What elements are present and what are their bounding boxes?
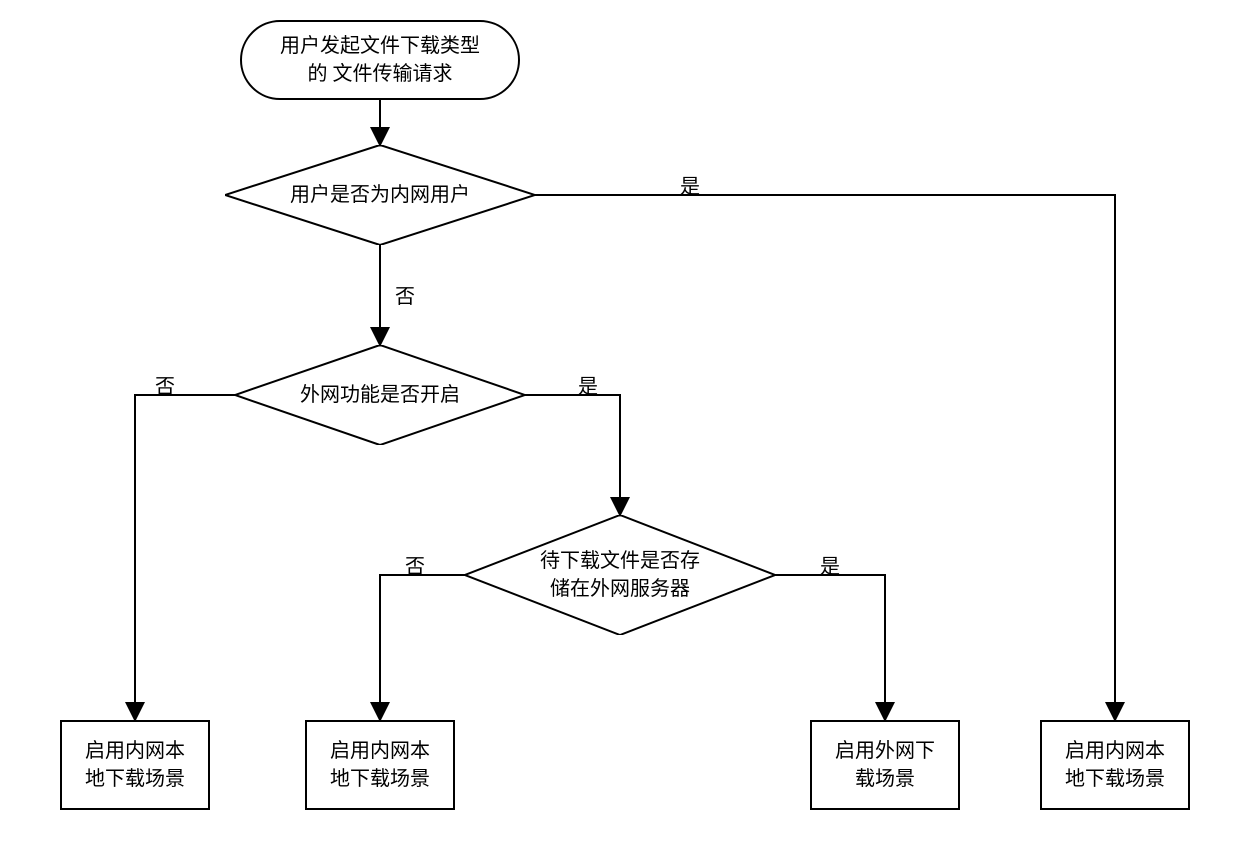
edge-d3-p2 (380, 575, 465, 720)
process-internal-download-3: 启用内网本 地下载场景 (1040, 720, 1190, 810)
label-d1-no: 否 (395, 280, 415, 309)
decision-stored-external: 待下载文件是否存 储在外网服务器 (465, 515, 775, 635)
label-d3-no: 否 (405, 550, 425, 579)
edge-d2-p1 (135, 395, 235, 720)
decision-2-text: 外网功能是否开启 (300, 381, 460, 409)
decision-internal-user: 用户是否为内网用户 (225, 145, 535, 245)
label-d1-yes: 是 (680, 170, 700, 199)
process-internal-download-2: 启用内网本 地下载场景 (305, 720, 455, 810)
label-d2-no: 否 (155, 370, 175, 399)
edge-d3-p3 (775, 575, 885, 720)
label-d2-yes: 是 (578, 370, 598, 399)
decision-1-text: 用户是否为内网用户 (290, 181, 470, 209)
flowchart-edges (0, 0, 1240, 844)
process-3-text: 启用外网下 载场景 (835, 737, 935, 793)
start-node: 用户发起文件下载类型的 文件传输请求 (240, 20, 520, 100)
start-text: 用户发起文件下载类型的 文件传输请求 (272, 32, 488, 88)
label-d3-yes: 是 (820, 550, 840, 579)
decision-external-enabled: 外网功能是否开启 (235, 345, 525, 445)
process-external-download: 启用外网下 载场景 (810, 720, 960, 810)
process-2-text: 启用内网本 地下载场景 (330, 737, 430, 793)
edge-d1-p4 (535, 195, 1115, 720)
decision-3-text: 待下载文件是否存 储在外网服务器 (540, 547, 700, 603)
edge-d2-d3 (525, 395, 620, 515)
process-1-text: 启用内网本 地下载场景 (85, 737, 185, 793)
process-4-text: 启用内网本 地下载场景 (1065, 737, 1165, 793)
process-internal-download-1: 启用内网本 地下载场景 (60, 720, 210, 810)
